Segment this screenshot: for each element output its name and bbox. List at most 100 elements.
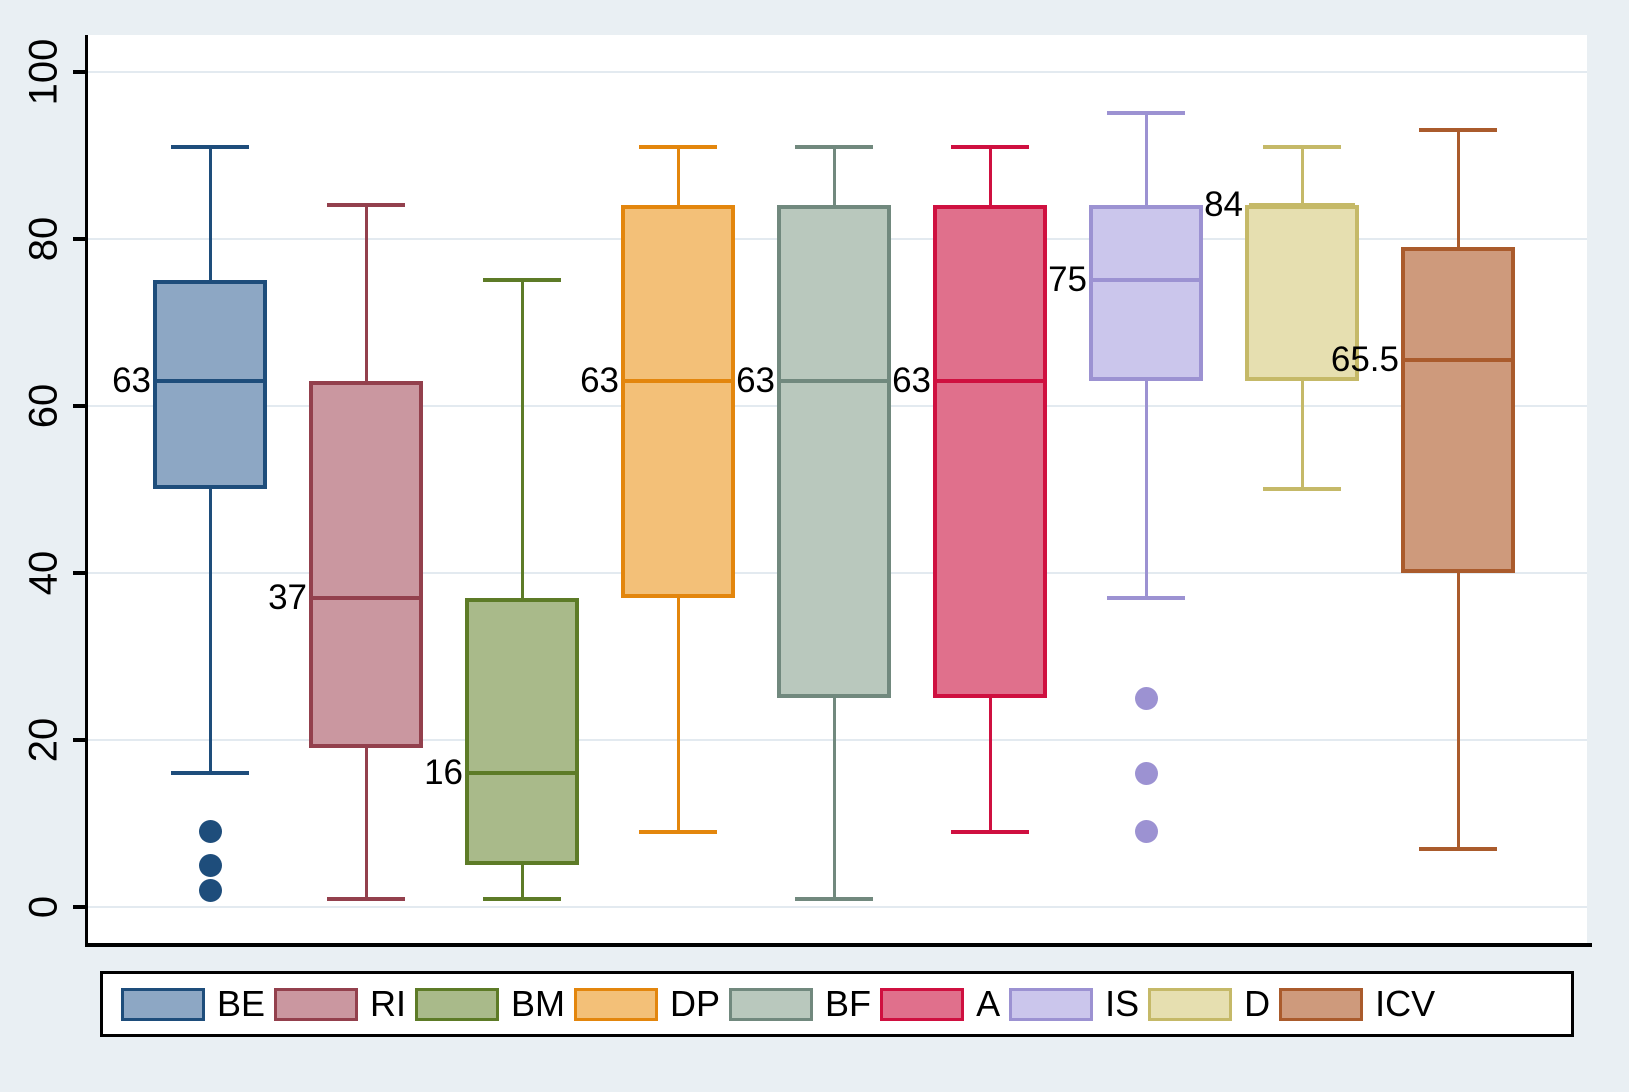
y-tick-20: [73, 737, 86, 742]
legend-label-DP: DP: [670, 983, 721, 1024]
y-tick-label-80: 80: [21, 216, 66, 261]
legend-item-DP: DP: [574, 983, 720, 1025]
box-IS: [1089, 205, 1203, 381]
y-tick-label-60: 60: [21, 383, 66, 429]
whisker-upper-BM: [520, 280, 524, 598]
median-value-label-BE: 63: [112, 360, 151, 400]
whisker-cap-low-BE: [171, 771, 249, 776]
legend: BE RI BM DP BF A IS D ICV: [100, 971, 1574, 1037]
median-value-label-RI: 37: [268, 577, 307, 617]
median-line-IS: [1093, 278, 1199, 283]
box-DP: [621, 205, 735, 598]
whisker-cap-low-D: [1263, 487, 1341, 492]
box-BE: [153, 280, 267, 490]
outlier-dot-IS-1: [1134, 761, 1158, 785]
whisker-cap-low-ICV: [1419, 846, 1497, 851]
outlier-dot-BE-0: [198, 820, 222, 844]
whisker-upper-ICV: [1456, 130, 1460, 248]
legend-swatch-DP: [574, 987, 659, 1021]
y-tick-label-20: 20: [21, 717, 66, 763]
box-A: [933, 205, 1047, 699]
whisker-cap-high-BE: [171, 144, 249, 149]
median-value-label-ICV: 65.5: [1330, 339, 1399, 379]
legend-label-ICV: ICV: [1375, 983, 1436, 1024]
median-line-DP: [625, 378, 731, 383]
median-line-BM: [469, 771, 575, 776]
whisker-cap-high-IS: [1107, 111, 1185, 116]
whisker-cap-high-ICV: [1419, 128, 1497, 133]
whisker-upper-IS: [1144, 113, 1148, 206]
legend-label-BM: BM: [511, 983, 566, 1024]
legend-swatch-RI: [274, 987, 359, 1021]
median-value-label-D: 84: [1204, 185, 1243, 225]
median-line-ICV: [1405, 357, 1511, 362]
y-tick-label-40: 40: [21, 550, 66, 596]
legend-item-RI: RI: [274, 983, 406, 1025]
y-tick-100: [73, 69, 86, 74]
legend-swatch-A: [880, 987, 965, 1021]
whisker-cap-high-BM: [483, 278, 561, 283]
y-tick-80: [73, 236, 86, 241]
y-tick-label-100: 100: [21, 38, 66, 105]
legend-swatch-BF: [729, 987, 814, 1021]
median-value-label-IS: 75: [1048, 260, 1087, 300]
whisker-lower-IS: [1144, 380, 1148, 598]
legend-label-IS: IS: [1105, 983, 1140, 1024]
legend-label-D: D: [1244, 983, 1271, 1024]
whisker-upper-A: [988, 146, 992, 206]
y-tick-60: [73, 403, 86, 408]
whisker-lower-BE: [208, 489, 212, 774]
y-axis-line: [85, 35, 88, 947]
median-line-A: [937, 378, 1043, 383]
whisker-cap-low-RI: [327, 896, 405, 901]
legend-item-A: A: [880, 983, 1000, 1025]
y-tick-0: [73, 905, 86, 909]
legend-item-ICV: ICV: [1279, 983, 1435, 1025]
whisker-upper-BE: [208, 146, 212, 281]
legend-item-D: D: [1148, 983, 1270, 1025]
whisker-lower-A: [988, 698, 992, 832]
y-tick-40: [73, 570, 86, 575]
outlier-dot-IS-0: [1134, 686, 1158, 710]
legend-item-BF: BF: [729, 983, 871, 1025]
whisker-upper-D: [1300, 146, 1304, 206]
outlier-dot-IS-2: [1134, 820, 1158, 844]
legend-swatch-D: [1148, 987, 1233, 1021]
y-tick-label-0: 0: [21, 895, 66, 919]
whisker-cap-low-BM: [483, 896, 561, 901]
x-axis-line: [85, 943, 1592, 947]
legend-label-BE: BE: [217, 983, 266, 1024]
median-line-D: [1249, 203, 1355, 208]
legend-item-IS: IS: [1009, 983, 1139, 1025]
box-ICV: [1401, 247, 1515, 573]
whisker-cap-high-RI: [327, 203, 405, 208]
gridline-20: [88, 738, 1587, 741]
whisker-upper-BF: [832, 146, 836, 206]
whisker-cap-low-DP: [639, 829, 717, 834]
whisker-cap-low-A: [951, 829, 1029, 834]
whisker-cap-low-IS: [1107, 595, 1185, 600]
gridline-0: [88, 906, 1587, 908]
whisker-lower-BF: [832, 698, 836, 899]
legend-label-BF: BF: [825, 983, 872, 1024]
whisker-upper-DP: [676, 146, 680, 206]
median-value-label-BF: 63: [736, 360, 775, 400]
gridline-100: [88, 70, 1587, 73]
median-value-label-A: 63: [892, 360, 931, 400]
median-line-BF: [781, 378, 887, 383]
median-value-label-BM: 16: [424, 753, 463, 793]
whisker-cap-low-BF: [795, 896, 873, 901]
outlier-dot-BE-1: [198, 853, 222, 877]
legend-item-BM: BM: [415, 983, 565, 1025]
legend-label-RI: RI: [370, 983, 407, 1024]
whisker-cap-high-D: [1263, 144, 1341, 149]
box-BF: [777, 205, 891, 699]
box-D: [1245, 205, 1359, 381]
whisker-lower-BM: [520, 865, 524, 899]
whisker-cap-high-BF: [795, 144, 873, 149]
median-line-BE: [157, 378, 263, 383]
median-value-label-DP: 63: [580, 360, 619, 400]
whisker-cap-high-DP: [639, 144, 717, 149]
whisker-lower-ICV: [1456, 572, 1460, 849]
